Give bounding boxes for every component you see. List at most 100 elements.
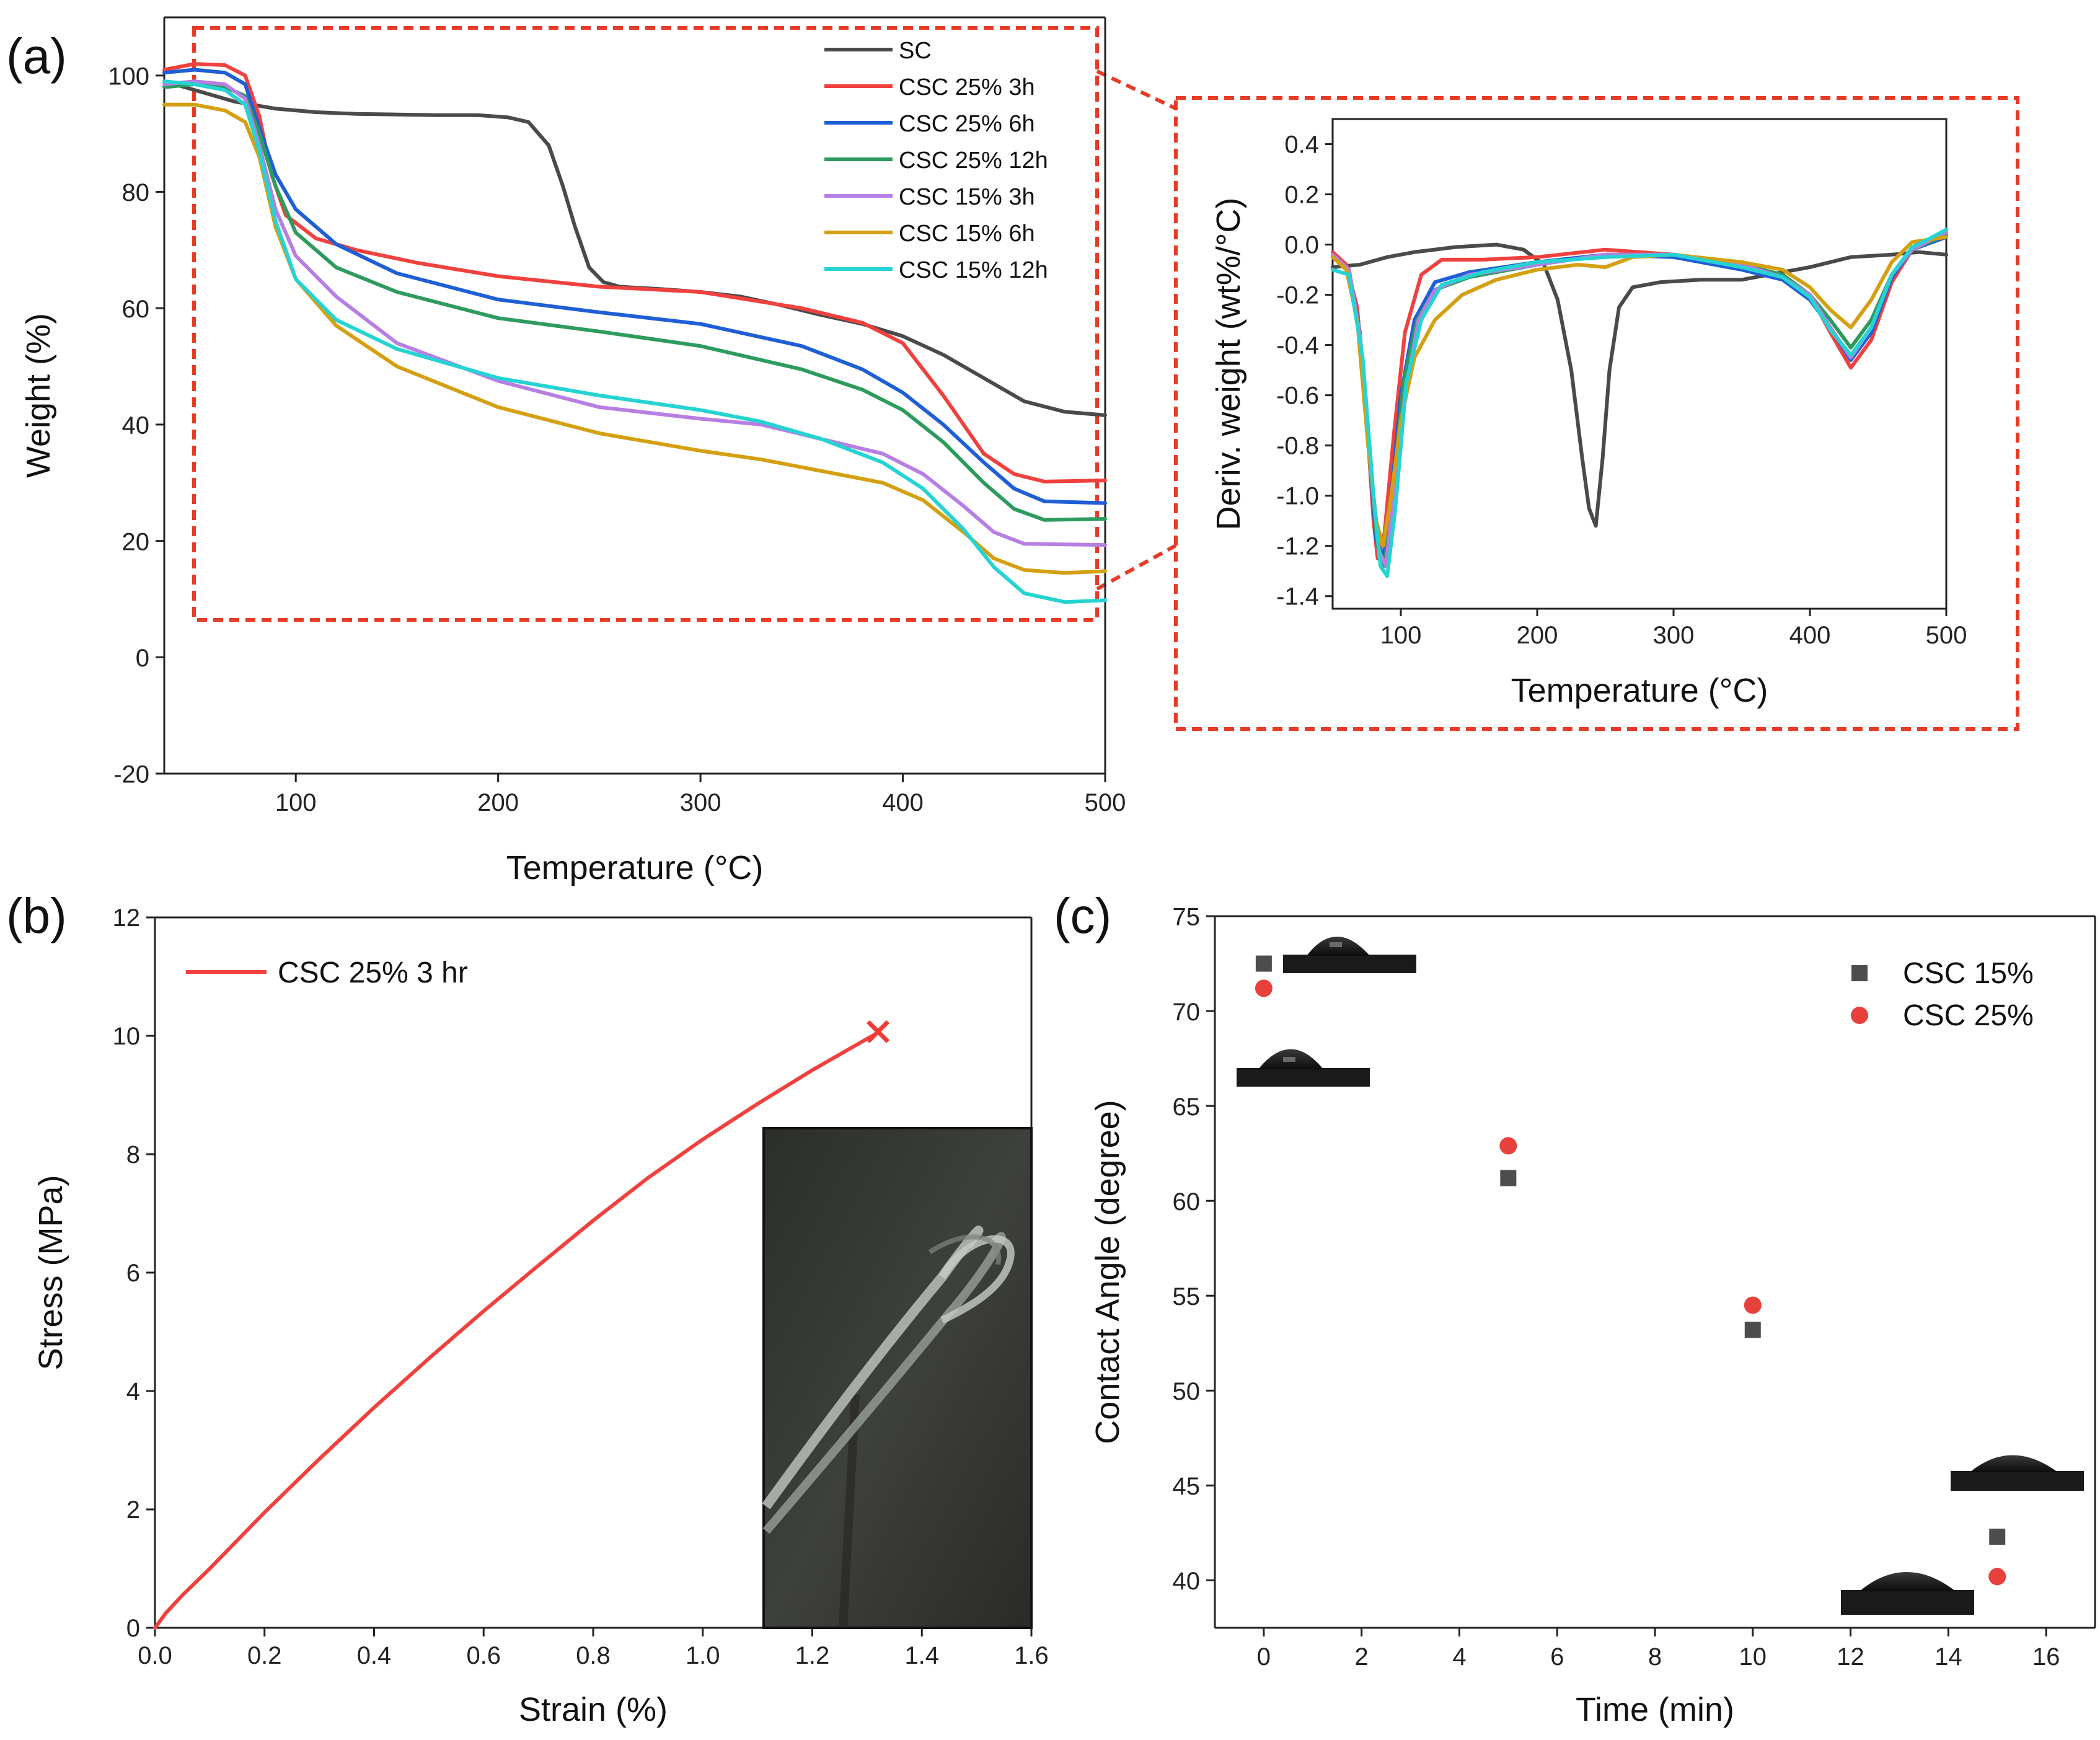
x-tick-label: 16 (2032, 1643, 2060, 1671)
y-tick-label: 60 (122, 296, 150, 323)
x-tick-label: 0.4 (357, 1642, 392, 1669)
y-tick-label: 0.4 (1284, 131, 1319, 159)
x-axis-title: Strain (%) (519, 1691, 668, 1728)
zoom-connector-bottom (1096, 544, 1177, 591)
x-tick-label: 1.6 (1014, 1642, 1049, 1669)
y-tick-label: 100 (108, 63, 149, 91)
y-tick-label: 75 (1173, 904, 1201, 931)
legend-label: CSC 25% 3 hr (278, 956, 468, 989)
y-axis-title: Contact Angle (degree) (1089, 1100, 1126, 1444)
legend-label: CSC 15% 12h (899, 257, 1048, 283)
x-tick-label: 8 (1648, 1643, 1662, 1671)
legend-marker (1851, 965, 1868, 981)
legend-label: SC (899, 38, 932, 64)
x-tick-label: 10 (1739, 1643, 1767, 1671)
tga-line-csc-25-3h (162, 62, 1107, 484)
y-tick-label: -20 (113, 761, 149, 788)
y-tick-label: 10 (113, 1023, 141, 1050)
point-csc-25 (1744, 1296, 1762, 1314)
x-tick-label: 300 (680, 789, 721, 816)
point-csc-25 (1499, 1137, 1517, 1155)
y-tick-label: 65 (1173, 1093, 1201, 1121)
y-tick-label: 40 (1173, 1568, 1201, 1595)
panel-label-b: (b) (6, 888, 67, 943)
x-tick-label: 1.2 (795, 1642, 830, 1669)
point-csc-15 (1744, 1322, 1761, 1338)
point-csc-25 (1988, 1568, 2006, 1586)
droplet-image-15min-a (1951, 1455, 2084, 1491)
y-tick-label: 20 (122, 528, 150, 555)
legend-label: CSC 15% (1903, 957, 2034, 990)
panel-label-a: (a) (6, 29, 67, 84)
x-axis-title: Time (min) (1576, 1691, 1734, 1728)
x-tick-label: 100 (275, 789, 317, 816)
x-tick-label: 0.0 (138, 1642, 172, 1669)
y-tick-label: 2 (126, 1496, 140, 1524)
stress-line-csc-25-3-hr (153, 1031, 880, 1630)
y-tick-label: 55 (1173, 1283, 1201, 1310)
x-tick-label: 12 (1837, 1643, 1864, 1671)
y-tick-label: 6 (126, 1260, 140, 1287)
legend-label: CSC 25% 6h (899, 111, 1035, 137)
y-tick-label: 60 (1173, 1188, 1201, 1216)
y-axis-title: Deriv. weight (wt%/°C) (1210, 198, 1247, 531)
x-axis-title: Temperature (°C) (1511, 672, 1768, 709)
droplet-image-0min-a (1283, 937, 1416, 973)
y-axis-title: Stress (MPa) (32, 1175, 69, 1370)
x-tick-label: 4 (1452, 1643, 1466, 1671)
y-tick-label: 40 (122, 412, 150, 439)
y-tick-label: 4 (126, 1378, 140, 1405)
point-csc-15 (1500, 1170, 1517, 1186)
dtg-line-csc-15-3h (1331, 230, 1948, 568)
dtg-line-csc-15-6h (1331, 235, 1948, 548)
x-tick-label: 100 (1380, 622, 1422, 649)
y-tick-label: 0 (126, 1615, 140, 1642)
y-tick-label: 0.2 (1284, 182, 1319, 209)
plot-frame (1331, 118, 1948, 610)
y-tick-label: 45 (1173, 1473, 1201, 1500)
zoom-region-box (192, 26, 1099, 622)
point-csc-25 (1255, 979, 1273, 997)
y-tick-label: 12 (113, 904, 141, 932)
inset-frame-box (1174, 96, 2019, 731)
y-tick-label: -1.4 (1276, 583, 1319, 611)
legend-label: CSC 25% (1903, 999, 2034, 1032)
y-tick-label: 0.0 (1284, 232, 1319, 259)
chart-b-stress-strain: 0.0 0.2 0.4 0.6 0.8 1.0 1.2 1.4 1.6 0 2 4 6 8 10 12 Stra… (32, 904, 1049, 1728)
x-tick-label: 6 (1550, 1643, 1564, 1671)
x-tick-label: 200 (1517, 622, 1558, 649)
y-tick-label: 50 (1173, 1378, 1201, 1405)
x-tick-label: 14 (1935, 1643, 1962, 1671)
legend-label: CSC 15% 3h (899, 184, 1035, 210)
tga-line-csc-15-6h (162, 102, 1107, 575)
x-tick-label: 1.0 (686, 1642, 720, 1669)
x-tick-label: 2 (1355, 1643, 1369, 1671)
x-tick-label: 500 (1085, 789, 1126, 816)
chart-c-contact-angle: 0 2 4 6 8 10 12 14 16 40 45 50 55 60 65 70 75 Time (min) C… (1089, 904, 2096, 1728)
y-tick-label: 70 (1173, 999, 1201, 1026)
dtg-line-csc-25-3h (1331, 232, 1948, 560)
break-marker (867, 1020, 890, 1043)
y-tick-label: -0.6 (1276, 382, 1319, 410)
y-tick-label: -0.2 (1276, 282, 1319, 309)
x-tick-label: 1.4 (904, 1642, 939, 1669)
y-tick-label: -1.0 (1276, 483, 1319, 510)
zoom-connector-top (1096, 69, 1177, 110)
y-tick-label: 80 (122, 179, 150, 206)
x-tick-label: 0.6 (466, 1642, 501, 1669)
droplet-image-15min-b (1841, 1572, 1974, 1615)
x-tick-label: 0 (1257, 1643, 1271, 1671)
x-axis-title: Temperature (°C) (506, 849, 764, 886)
y-tick-label: -1.2 (1276, 533, 1319, 560)
legend-label: CSC 15% 6h (899, 221, 1035, 247)
point-csc-15 (1989, 1529, 2006, 1545)
x-tick-label: 400 (1789, 622, 1831, 649)
chart-a-tga: 100 200 300 400 500 -20 0 20 40 60 80 100 Temperatur… (20, 16, 1126, 886)
chart-a-dtg-inset: 100 200 300 400 500 0.4 0.2 0.0 -0.2 -0.4 -0.6 -0.8… (1210, 118, 1967, 709)
x-tick-label: 0.2 (247, 1642, 282, 1669)
x-tick-label: 0.8 (576, 1642, 611, 1669)
y-tick-label: -0.4 (1276, 332, 1319, 360)
droplet-image-0min-b (1237, 1049, 1370, 1087)
